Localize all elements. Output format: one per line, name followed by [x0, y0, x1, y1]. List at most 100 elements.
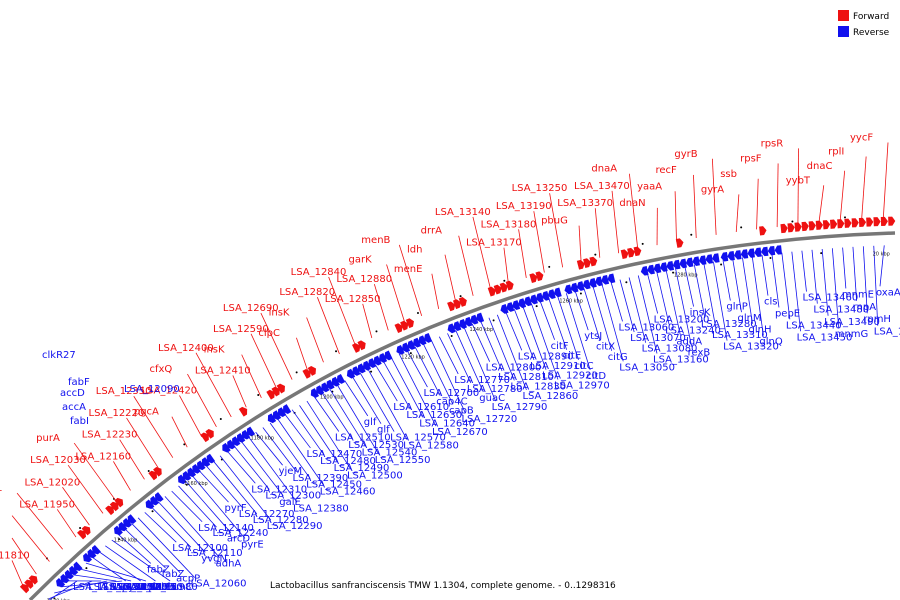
reverse-gene-88 [720, 251, 729, 262]
reverse-gene-27 [246, 426, 256, 437]
reverse-gene-56 [470, 314, 479, 325]
reverse-gene-label-101: rnpA [853, 302, 877, 313]
tick-label: 1260 kbp [559, 298, 583, 304]
leader-line [513, 308, 535, 361]
reverse-gene-80 [666, 261, 675, 271]
leader-line [873, 245, 879, 326]
leader-line [539, 300, 555, 340]
legend-forward-swatch [838, 10, 849, 21]
leader-line [703, 263, 717, 330]
reverse-gene-51 [423, 332, 433, 343]
forward-gene-27 [493, 284, 502, 295]
forward-gene-label-0: LSA_11810 [0, 550, 30, 561]
leader-line [205, 465, 244, 509]
leader-line [291, 409, 325, 456]
forward-gene-4 [81, 526, 91, 536]
reverse-gene-label-82: addA [676, 336, 702, 347]
forward-gene-label-41: yaaA [637, 181, 662, 192]
leader-line [171, 416, 188, 448]
reverse-gene-71 [582, 279, 591, 290]
reverse-gene-label-36: LSA_12470 [306, 449, 362, 460]
leader-line [73, 442, 118, 503]
reverse-gene-label-83: rexB [688, 348, 711, 359]
forward-gene-44 [808, 221, 816, 231]
forward-gene-43 [801, 221, 809, 232]
forward-gene-16 [302, 368, 311, 379]
reverse-gene-46 [396, 344, 405, 355]
reverse-gene-17 [187, 467, 197, 478]
reverse-gene-52 [447, 323, 456, 334]
leader-line [693, 174, 697, 239]
forward-gene-12 [238, 406, 248, 417]
leader-line [647, 273, 659, 314]
leader-line [656, 271, 670, 325]
leader-line [277, 418, 325, 486]
forward-gene-22 [405, 318, 414, 329]
forward-gene-label-7: purA [36, 433, 60, 444]
reverse-gene-20 [201, 457, 211, 467]
leader-line [533, 211, 545, 273]
leader-line [195, 352, 232, 418]
leader-line [367, 368, 408, 440]
track-mark [185, 483, 188, 486]
tick-label: 1140 kbp [114, 537, 138, 543]
forward-gene-1 [24, 579, 34, 589]
reverse-gene-label-88: glnP [726, 302, 748, 313]
leader-line [578, 225, 582, 263]
leader-line [144, 512, 177, 543]
forward-gene-42 [794, 222, 802, 232]
forward-gene-17 [307, 366, 317, 376]
reverse-gene-label-32: yjeM [279, 466, 302, 477]
leader-line [471, 323, 491, 362]
leader-line [732, 258, 742, 313]
reverse-gene-label-51: LSA_12670 [432, 427, 488, 438]
forward-gene-label-3: cspL [0, 483, 2, 494]
reverse-gene-91 [740, 249, 749, 259]
reverse-gene-75 [607, 273, 616, 284]
reverse-gene-label-68: citF [551, 341, 569, 352]
tick-label: 1240 kbp [470, 327, 494, 333]
forward-gene-30 [529, 273, 538, 284]
reverse-gene-label-26: LSA_12280 [253, 515, 309, 526]
reverse-gene-12 [145, 499, 155, 510]
leader-line [781, 252, 791, 320]
reverse-gene-78 [653, 263, 662, 274]
leader-line [862, 246, 868, 314]
track-mark [740, 226, 743, 229]
reverse-gene-label-accA: accA [62, 402, 86, 413]
leader-line [314, 396, 340, 432]
reverse-gene-19 [197, 460, 206, 471]
leader-line [316, 297, 340, 355]
leader-line [549, 193, 564, 268]
leader-line [126, 417, 159, 469]
forward-gene-3 [77, 530, 87, 540]
reverse-gene-label-43: LSA_12550 [375, 455, 431, 466]
reverse-gene-3 [69, 565, 79, 576]
leader-line [98, 551, 141, 582]
leader-line [447, 333, 472, 384]
reverse-gene-79 [659, 262, 668, 272]
reverse-gene-35 [326, 379, 335, 390]
leader-line [219, 455, 272, 521]
reverse-gene-label-20: LSA_12140 [198, 523, 254, 534]
leader-line [675, 267, 693, 347]
leader-line [157, 501, 206, 553]
reverse-gene-87 [712, 253, 720, 263]
reverse-gene-54 [458, 318, 468, 329]
reverse-gene-label-45: glf [377, 425, 390, 436]
leader-line [791, 251, 801, 332]
reverse-gene-67 [553, 287, 562, 298]
reverse-gene-94 [760, 246, 769, 257]
forward-gene-label-42: recF [655, 165, 677, 176]
reverse-gene-62 [523, 296, 532, 307]
track-mark [843, 216, 846, 219]
forward-gene-49 [844, 218, 852, 228]
reverse-gene-label-3: LSA_11780 [118, 582, 174, 593]
forward-gene-label-22: LSA_12820 [279, 287, 335, 298]
reverse-gene-13 [150, 495, 160, 506]
leader-line [383, 361, 411, 410]
reverse-gene-57 [476, 312, 485, 323]
leader-line [47, 580, 93, 600]
reverse-gene-label-28: LSA_12310 [251, 484, 307, 495]
